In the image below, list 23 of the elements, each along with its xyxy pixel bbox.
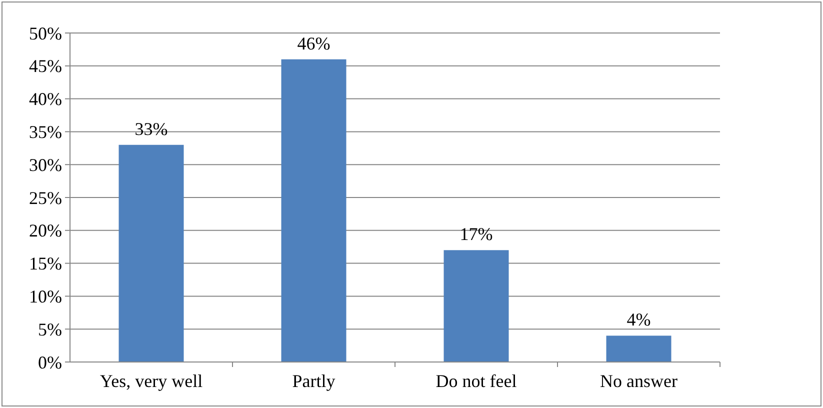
x-tick-label: Yes, very well [100, 371, 203, 391]
y-tick-label: 35% [29, 122, 62, 142]
y-tick-label: 45% [29, 56, 62, 76]
y-tick-label: 10% [29, 286, 62, 306]
bar [118, 144, 184, 362]
data-label: 33% [134, 118, 168, 139]
y-tick-label: 0% [38, 352, 62, 372]
bar [606, 336, 672, 362]
x-tick-label: Do not feel [436, 371, 517, 391]
data-label: 46% [297, 33, 330, 54]
y-tick-label: 30% [29, 154, 62, 175]
y-tick-label: 5% [38, 319, 62, 340]
y-tick-label: 50% [29, 23, 62, 44]
y-tick-label: 15% [29, 254, 62, 274]
x-tick-label: Partly [292, 371, 336, 391]
y-tick-label: 20% [29, 220, 62, 241]
data-label: 4% [626, 310, 651, 330]
y-tick-label: 40% [29, 89, 62, 110]
bar [444, 250, 509, 362]
data-label: 17% [460, 224, 493, 244]
x-tick-label: No answer [600, 371, 678, 391]
y-tick-label: 25% [29, 188, 62, 208]
bar [281, 59, 346, 362]
